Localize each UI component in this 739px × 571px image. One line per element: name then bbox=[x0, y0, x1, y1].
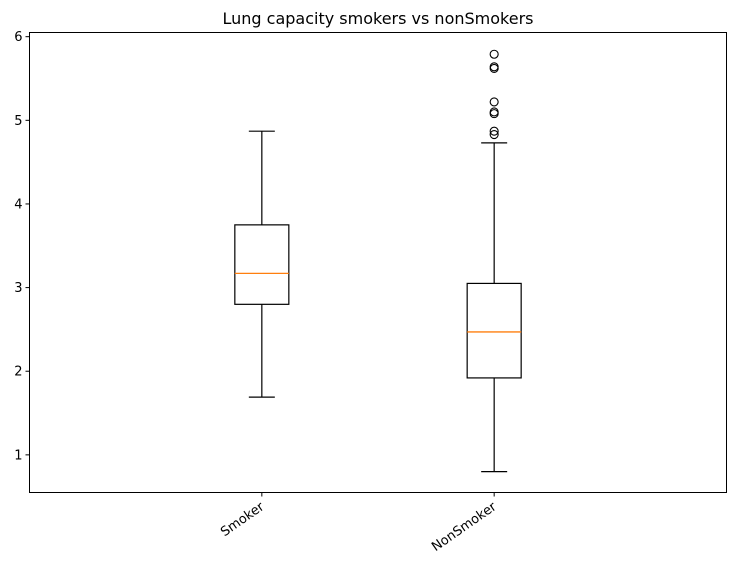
outlier-point bbox=[489, 62, 499, 72]
x-tick-label: NonSmoker bbox=[429, 499, 500, 555]
outlier-point bbox=[489, 49, 499, 59]
chart-title: Lung capacity smokers vs nonSmokers bbox=[223, 9, 534, 28]
y-tick-label: 2 bbox=[14, 365, 22, 380]
x-tick-label: Smoker bbox=[218, 499, 268, 540]
y-tick-label: 6 bbox=[14, 30, 22, 45]
outlier-point bbox=[489, 97, 499, 107]
y-tick-label: 1 bbox=[14, 448, 22, 463]
axes-frame bbox=[29, 32, 727, 493]
y-tick-label: 5 bbox=[14, 114, 22, 129]
outlier-point bbox=[489, 129, 499, 140]
box-nonsmoker bbox=[466, 282, 522, 379]
box-smoker bbox=[234, 224, 290, 305]
outlier-point bbox=[489, 126, 499, 136]
y-tick-label: 3 bbox=[14, 281, 22, 296]
plot-area: 1 2 3 4 5 6 Smoker NonSmoker bbox=[14, 30, 522, 555]
y-tick-label: 4 bbox=[14, 197, 22, 212]
outlier-point bbox=[489, 107, 499, 117]
